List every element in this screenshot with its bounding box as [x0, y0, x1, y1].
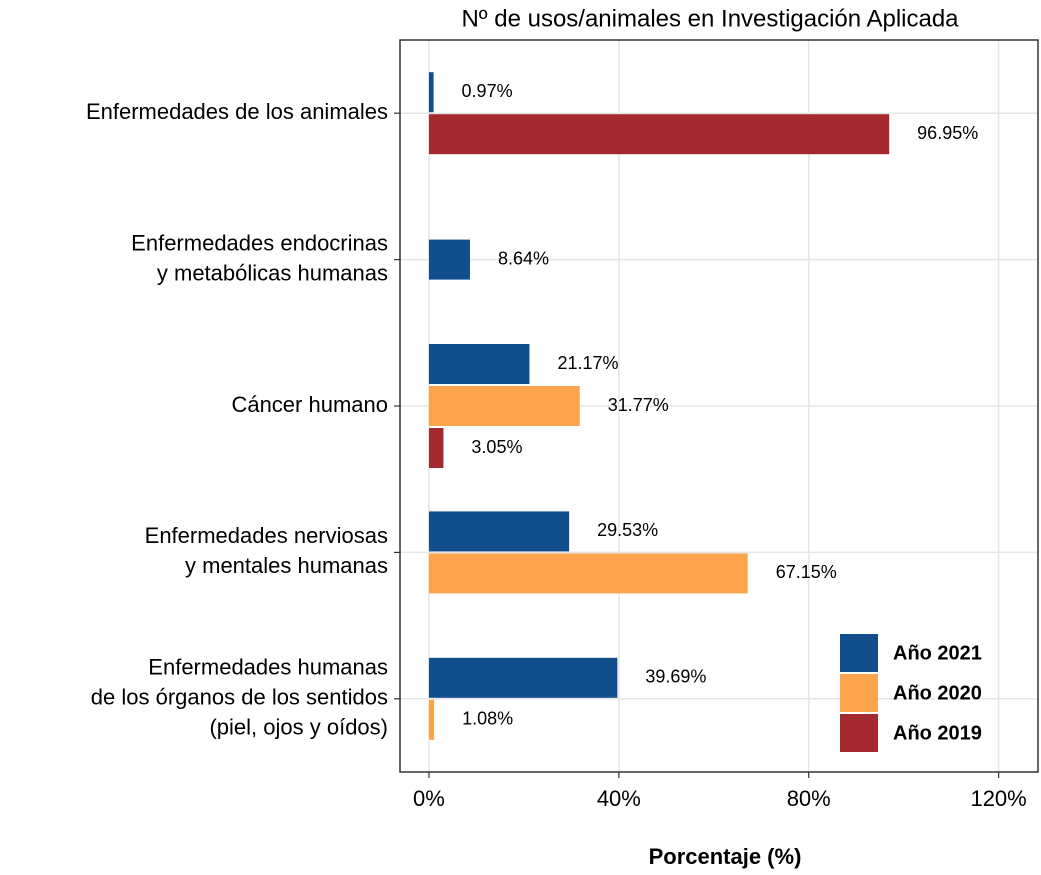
bar — [428, 114, 890, 155]
bar — [428, 344, 530, 384]
bar — [428, 657, 618, 698]
y-tick-label: (piel, ojos y oídos) — [209, 715, 388, 740]
x-tick-label: 0% — [413, 786, 445, 811]
legend-swatch — [840, 714, 878, 752]
value-label: 8.64% — [498, 248, 549, 268]
y-tick-label: Enfermedades nerviosas — [145, 523, 388, 548]
value-label: 3.05% — [471, 437, 522, 457]
value-label: 39.69% — [645, 667, 706, 687]
legend-swatch — [840, 634, 878, 672]
y-tick-label: de los órganos de los sentidos — [91, 685, 388, 710]
chart-title: Nº de usos/animales en Investigación Apl… — [461, 5, 959, 32]
x-tick-label: 40% — [597, 786, 641, 811]
legend-swatch — [840, 674, 878, 712]
bar — [428, 553, 748, 594]
panel-border — [399, 39, 1039, 773]
y-tick-label: y mentales humanas — [185, 553, 388, 578]
value-label: 31.77% — [608, 395, 669, 415]
x-tick-label: 80% — [787, 786, 831, 811]
bar — [428, 428, 444, 468]
value-label: 21.17% — [557, 353, 618, 373]
y-tick-label: y metabólicas humanas — [157, 260, 388, 285]
value-label: 96.95% — [917, 123, 978, 143]
bar — [428, 239, 470, 280]
bar — [428, 511, 570, 552]
y-tick-label: Enfermedades endocrinas — [131, 230, 388, 255]
x-axis-title: Porcentaje (%) — [649, 844, 802, 869]
x-tick-label: 120% — [970, 786, 1026, 811]
bar — [428, 72, 434, 113]
legend-label: Año 2020 — [893, 682, 982, 704]
value-label: 1.08% — [462, 709, 513, 729]
bar — [428, 699, 435, 740]
y-tick-label: Cáncer humano — [231, 392, 388, 417]
legend-label: Año 2019 — [893, 722, 982, 744]
legend-label: Año 2021 — [893, 642, 982, 664]
value-label: 29.53% — [597, 520, 658, 540]
bar — [428, 386, 580, 426]
value-label: 67.15% — [776, 562, 837, 582]
y-tick-label: Enfermedades humanas — [148, 655, 388, 680]
y-tick-label: Enfermedades de los animales — [86, 99, 388, 124]
value-label: 0.97% — [462, 81, 513, 101]
